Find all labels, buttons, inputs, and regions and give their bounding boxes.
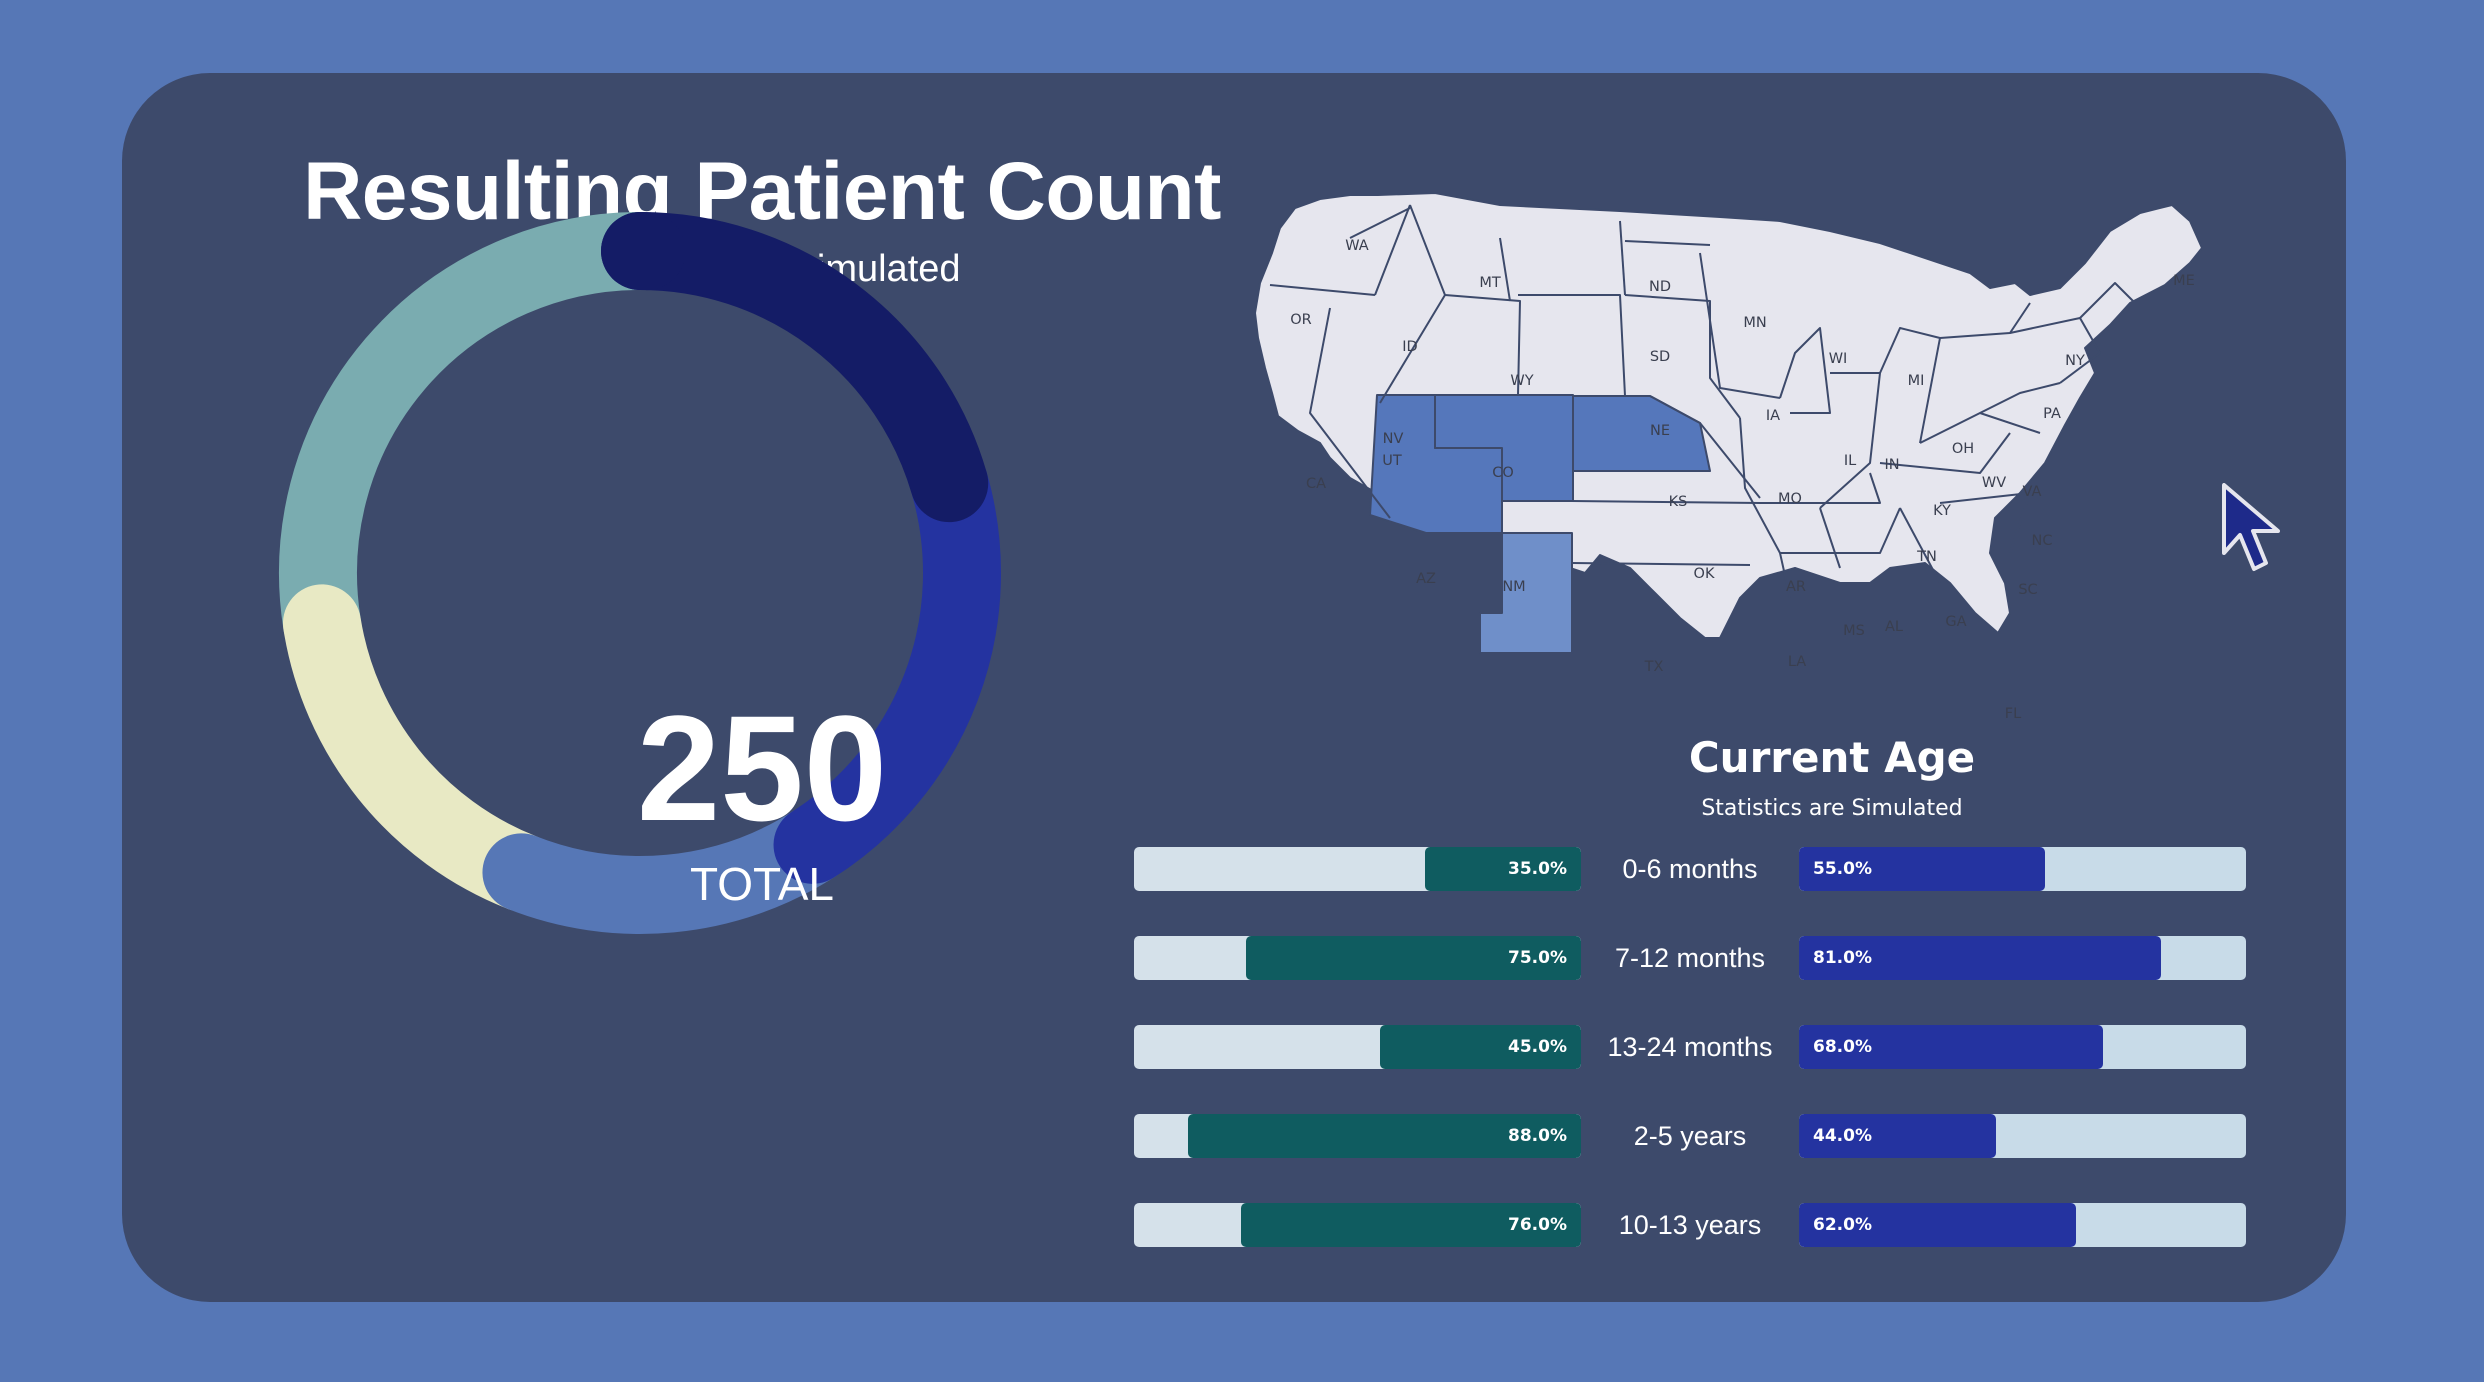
state-ne <box>1572 395 1711 472</box>
data-label-left: 45.0% <box>1508 1037 1567 1057</box>
state-label-nm: NM <box>1502 579 1525 595</box>
data-label-right: 81.0% <box>1813 948 1872 968</box>
state-label-ky: KY <box>1933 503 1951 519</box>
bar-track-left: 35.0% <box>1134 847 1581 891</box>
state-label-fl: FL <box>2005 706 2021 722</box>
state-label-ms: MS <box>1843 623 1865 639</box>
age-row: 45.0% 13-24 months 68.0% <box>1134 1025 2246 1071</box>
state-label-ca: CA <box>1306 476 1326 492</box>
state-label-va: VA <box>2023 484 2042 500</box>
state-label-ks: KS <box>1669 494 1688 510</box>
state-label-in: IN <box>1884 457 1899 473</box>
donut-slice-3 <box>482 805 852 934</box>
category-label: 10-13 years <box>1618 1210 1762 1240</box>
state-label-ne: NE <box>1650 423 1670 439</box>
bar-right: 81.0% <box>1799 936 2162 980</box>
state-label-wv: WV <box>1982 475 2006 491</box>
total-label: TOTAL <box>690 858 834 910</box>
bar-left: 35.0% <box>1424 847 1581 891</box>
state-label-ut: UT <box>1382 453 1402 469</box>
category-label: 7-12 months <box>1614 943 1766 973</box>
bar-left: 88.0% <box>1187 1114 1581 1158</box>
donut-slice-2 <box>773 444 1001 884</box>
bar-track-right: 68.0% <box>1799 1025 2246 1069</box>
state-label-oh: OH <box>1952 441 1974 457</box>
state-label-tx: TX <box>1644 659 1664 675</box>
bar-track-right: 81.0% <box>1799 936 2246 980</box>
state-label-al: AL <box>1885 619 1903 635</box>
state-label-mi: MI <box>1908 373 1925 389</box>
age-subtitle: Statistics are Simulated <box>1701 796 1963 821</box>
donut-slice-1 <box>601 212 989 523</box>
state-label-tn: TN <box>1916 549 1937 565</box>
data-label-left: 76.0% <box>1508 1215 1567 1235</box>
donut-chart <box>279 211 1001 934</box>
state-label-nc: NC <box>2032 533 2053 549</box>
dashboard-card: Resulting Patient Count Statistics are S… <box>122 73 2346 1302</box>
state-label-mo: MO <box>1778 491 1802 507</box>
bar-right: 44.0% <box>1799 1114 1996 1158</box>
donut-slice-4 <box>282 584 561 912</box>
state-label-ok: OK <box>1694 566 1715 582</box>
bar-left: 45.0% <box>1379 1025 1581 1069</box>
state-label-il: IL <box>1844 453 1856 469</box>
data-label-right: 62.0% <box>1813 1215 1872 1235</box>
state-label-sd: SD <box>1650 349 1670 365</box>
bar-track-left: 75.0% <box>1134 936 1581 980</box>
category-label: 0-6 months <box>1622 854 1758 884</box>
bar-track-right: 62.0% <box>1799 1203 2246 1247</box>
state-label-wy: WY <box>1510 373 1533 389</box>
bar-right: 68.0% <box>1799 1025 2103 1069</box>
state-label-sc: SC <box>2018 582 2037 598</box>
bar-track-left: 45.0% <box>1134 1025 1581 1069</box>
bar-left: 76.0% <box>1241 1203 1581 1247</box>
category-label: 13-24 months <box>1607 1032 1773 1062</box>
state-label-ga: GA <box>1945 614 1966 630</box>
state-label-mt: MT <box>1479 275 1501 291</box>
state-label-co: CO <box>1492 465 1514 481</box>
data-label-right: 55.0% <box>1813 859 1872 879</box>
bar-right: 62.0% <box>1799 1203 2077 1247</box>
state-label-la: LA <box>1788 654 1806 670</box>
data-label-left: 88.0% <box>1508 1126 1567 1146</box>
state-label-ar: AR <box>1786 579 1806 595</box>
us-map: WA OR CA ID NV MT WY UT AZ CO NM ND SD NE KS OK TX MN IA MO… <box>1254 192 2203 722</box>
age-row: 75.0% 7-12 months 81.0% <box>1134 936 2246 982</box>
state-label-pa: PA <box>2043 406 2061 422</box>
bar-right: 55.0% <box>1799 847 2045 891</box>
page-title: Resulting Patient Count <box>303 146 1221 237</box>
state-nm <box>1479 532 1573 654</box>
category-label: 2-5 years <box>1633 1121 1747 1151</box>
age-row: 35.0% 0-6 months 55.0% <box>1134 847 2246 893</box>
state-label-or: OR <box>1290 312 1312 328</box>
state-label-nv: NV <box>1383 431 1404 447</box>
state-label-id: ID <box>1402 339 1417 355</box>
data-label-right: 68.0% <box>1813 1037 1872 1057</box>
bar-track-left: 88.0% <box>1134 1114 1581 1158</box>
age-row: 88.0% 2-5 years 44.0% <box>1134 1114 2246 1160</box>
data-label-left: 75.0% <box>1508 948 1567 968</box>
bar-left: 75.0% <box>1245 936 1581 980</box>
state-label-ny: NY <box>2065 353 2085 369</box>
age-title: Current Age <box>1688 733 1976 782</box>
state-label-me: ME <box>2173 273 2195 289</box>
data-label-left: 35.0% <box>1508 859 1567 879</box>
age-row: 76.0% 10-13 years 62.0% <box>1134 1203 2246 1249</box>
total-value: 250 <box>636 684 888 852</box>
state-label-wa: WA <box>1345 238 1369 254</box>
bar-track-right: 55.0% <box>1799 847 2246 891</box>
state-label-wi: WI <box>1829 351 1848 367</box>
mouse-cursor-icon <box>2222 483 2280 571</box>
bar-track-left: 76.0% <box>1134 1203 1581 1247</box>
donut-slice-5 <box>279 212 679 663</box>
state-label-mn: MN <box>1743 315 1766 331</box>
state-label-nd: ND <box>1649 279 1671 295</box>
state-label-az: AZ <box>1416 571 1436 587</box>
bar-track-right: 44.0% <box>1799 1114 2246 1158</box>
state-label-ia: IA <box>1766 408 1780 424</box>
data-label-right: 44.0% <box>1813 1126 1872 1146</box>
